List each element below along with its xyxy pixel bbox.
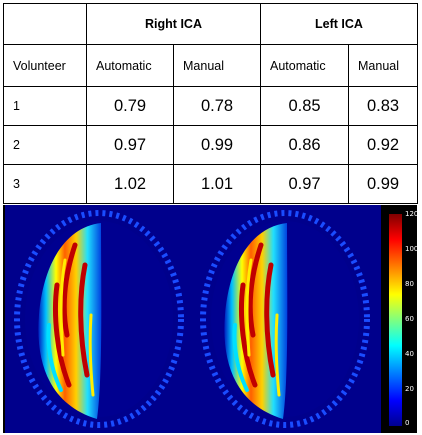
volunteer-header: Volunteer: [3, 44, 87, 87]
colorbar: 120 100 80 60 40 20 0: [381, 205, 419, 433]
colorbar-tick: 20: [405, 385, 414, 393]
value-cell: 0.97: [86, 125, 174, 165]
group-header-right-ica: Right ICA: [86, 3, 261, 45]
table-row: 1 0.79 0.78 0.85 0.83: [3, 86, 419, 126]
colorbar-gradient: [389, 214, 402, 426]
value-cell: 0.92: [347, 125, 419, 165]
value-cell: 0.83: [347, 86, 419, 126]
perfusion-map-manual: [193, 205, 384, 433]
value-cell: 0.79: [86, 86, 174, 126]
value-cell: 0.99: [347, 164, 419, 204]
subheader-right-manual: Manual: [173, 44, 261, 87]
subheader-left-automatic: Automatic: [260, 44, 349, 87]
value-cell: 0.85: [260, 86, 349, 126]
colorbar-tick: 100: [405, 245, 419, 253]
table-row: 2 0.97 0.99 0.86 0.92: [3, 125, 419, 165]
perfusion-map-figure: 120 100 80 60 40 20 0: [3, 205, 419, 433]
colorbar-tick: 60: [405, 315, 414, 323]
subheader-row: Volunteer Automatic Manual Automatic Man…: [3, 44, 419, 87]
subheader-right-automatic: Automatic: [86, 44, 174, 87]
table-row: 3 1.02 1.01 0.97 0.99: [3, 164, 419, 204]
group-header-left-ica: Left ICA: [259, 3, 419, 45]
group-header-row: Right ICA Left ICA: [3, 3, 419, 45]
results-table: Right ICA Left ICA Volunteer Automatic M…: [3, 3, 419, 204]
subheader-left-manual: Manual: [347, 44, 419, 87]
colorbar-tick: 80: [405, 280, 414, 288]
colorbar-tick: 40: [405, 350, 414, 358]
value-cell: 0.99: [173, 125, 261, 165]
value-cell: 0.86: [260, 125, 349, 165]
value-cell: 1.02: [86, 164, 174, 204]
colorbar-tick: 0: [405, 419, 410, 427]
value-cell: 1.01: [173, 164, 261, 204]
value-cell: 0.97: [260, 164, 349, 204]
volunteer-cell: 2: [3, 125, 87, 165]
corner-cell: [3, 3, 87, 45]
volunteer-cell: 1: [3, 86, 87, 126]
colorbar-tick: 120: [405, 210, 419, 218]
value-cell: 0.78: [173, 86, 261, 126]
volunteer-cell: 3: [3, 164, 87, 204]
perfusion-map-automatic: [5, 205, 196, 433]
